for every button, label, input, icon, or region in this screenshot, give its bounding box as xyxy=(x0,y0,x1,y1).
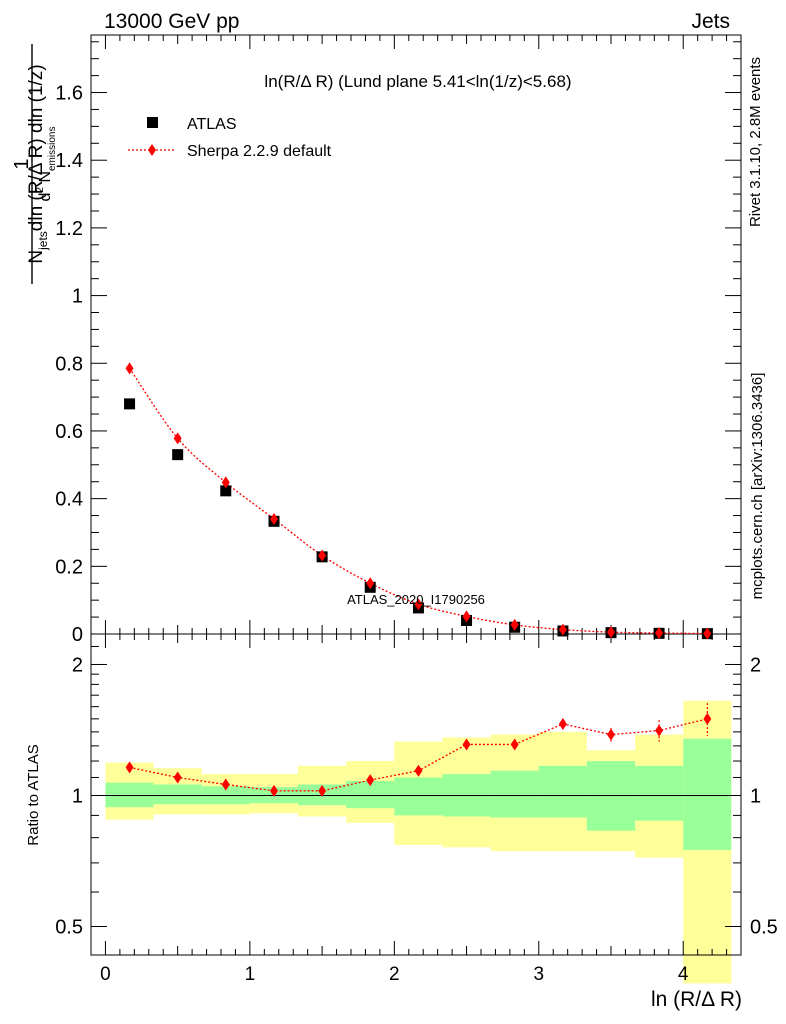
y-tick-label-ratio: 2 xyxy=(72,654,83,676)
sherpa-point xyxy=(270,512,279,525)
y-tick-label-main: 1.2 xyxy=(55,218,83,240)
rivet-version-label: Rivet 3.1.10, 2.8M events xyxy=(747,57,764,227)
inner-band-8 xyxy=(490,770,539,818)
svg-text:1: 1 xyxy=(11,158,33,169)
y-tick-label-ratio-right: 2 xyxy=(750,654,761,676)
sherpa-point xyxy=(655,627,664,640)
ratio-uncertainty-bands xyxy=(105,700,732,984)
mcplots-credit-label: mcplots.cern.ch [arXiv:1306.3436] xyxy=(749,373,766,600)
main-y-axis-label-full: Njetsdln (R/Δ R) dln (1/z) xyxy=(26,64,50,263)
legend-sherpa-marker xyxy=(148,144,156,156)
x-axis-label: ln (R/Δ R) xyxy=(651,988,742,1011)
sherpa-ratio-point xyxy=(558,717,567,730)
y-tick-label-main: 0 xyxy=(72,624,83,646)
svg-text:Njetsdln (R/Δ R) dln (1/z): Njetsdln (R/Δ R) dln (1/z) xyxy=(26,64,50,263)
x-tick-label: 0 xyxy=(100,964,111,985)
sherpa-ratio-point xyxy=(607,728,615,741)
y-tick-label-ratio-right: 1 xyxy=(750,785,761,807)
legend-atlas-marker xyxy=(147,117,158,128)
y-tick-label-main: 0.6 xyxy=(55,421,83,443)
legend: ATLAS Sherpa 2.2.9 default xyxy=(128,116,332,160)
inner-band-1 xyxy=(153,784,202,805)
sherpa-ratio-point xyxy=(703,712,712,725)
x-tick-label: 4 xyxy=(678,964,689,985)
inner-band-9 xyxy=(538,765,587,818)
sherpa-ratio-point xyxy=(414,764,423,777)
y-tick-label-main: 0.4 xyxy=(55,489,83,511)
axes: 0 1 2 3 4 0 0.2 0.4 0.6 0.8 1 1.2 1.4 1.6 0.5 0.5 1 1 2 2 xyxy=(55,34,778,985)
header-right: Jets xyxy=(691,10,730,33)
legend-atlas-label: ATLAS xyxy=(187,116,237,133)
inner-band-11 xyxy=(635,765,684,821)
sherpa-ratio-point xyxy=(221,778,230,791)
atlas-point xyxy=(124,398,136,410)
sherpa-point xyxy=(462,610,471,623)
sherpa-ratio-point xyxy=(462,738,471,751)
legend-sherpa-label: Sherpa 2.2.9 default xyxy=(187,143,332,160)
y-tick-label-ratio: 1 xyxy=(72,785,83,807)
y-tick-label-main: 1.6 xyxy=(55,83,83,105)
y-tick-label-ratio-right: 0.5 xyxy=(750,916,778,938)
ratio-plot-frame xyxy=(90,633,742,956)
atlas-point xyxy=(172,449,184,461)
sherpa-ratio-point xyxy=(173,771,182,784)
sherpa-point xyxy=(558,623,567,636)
sherpa-point xyxy=(173,432,182,445)
sherpa-point xyxy=(366,577,375,590)
sherpa-ratio-point xyxy=(318,784,327,797)
y-tick-label-main: 1.4 xyxy=(55,150,83,172)
sherpa-point xyxy=(510,618,519,631)
inner-band-0 xyxy=(105,782,154,808)
ratio-y-axis-label: Ratio to ATLAS xyxy=(25,744,42,845)
data-marks xyxy=(124,362,713,797)
sherpa-ratio-point xyxy=(655,724,664,737)
sherpa-ratio-point xyxy=(366,774,375,787)
sherpa-ratio-point xyxy=(125,761,134,774)
sherpa-point xyxy=(414,598,423,611)
y-tick-label-main: 0.8 xyxy=(55,353,83,375)
sherpa-point xyxy=(318,549,327,562)
sherpa-point xyxy=(221,476,230,489)
header-left: 13000 GeV pp xyxy=(104,10,239,33)
y-tick-label-ratio: 0.5 xyxy=(55,916,83,938)
sherpa-ratio-point xyxy=(270,784,279,797)
inner-band-12 xyxy=(683,738,732,850)
analysis-watermark: ATLAS_2020_I1790256 xyxy=(347,592,485,607)
y-tick-label-main: 0.2 xyxy=(55,556,83,578)
x-tick-label: 2 xyxy=(389,964,400,985)
x-tick-label: 3 xyxy=(533,964,544,985)
y-tick-label-main: 1 xyxy=(72,286,83,308)
sherpa-point xyxy=(607,626,615,639)
sherpa-ratio-point xyxy=(510,738,519,751)
main-plot-title: ln(R/Δ R) (Lund plane 5.41<ln(1/z)<5.68) xyxy=(264,72,571,91)
sherpa-point xyxy=(703,627,712,640)
sherpa-point xyxy=(125,362,134,375)
atlas-point xyxy=(220,485,232,497)
inner-band-6 xyxy=(394,777,443,816)
x-tick-label: 1 xyxy=(245,964,256,985)
